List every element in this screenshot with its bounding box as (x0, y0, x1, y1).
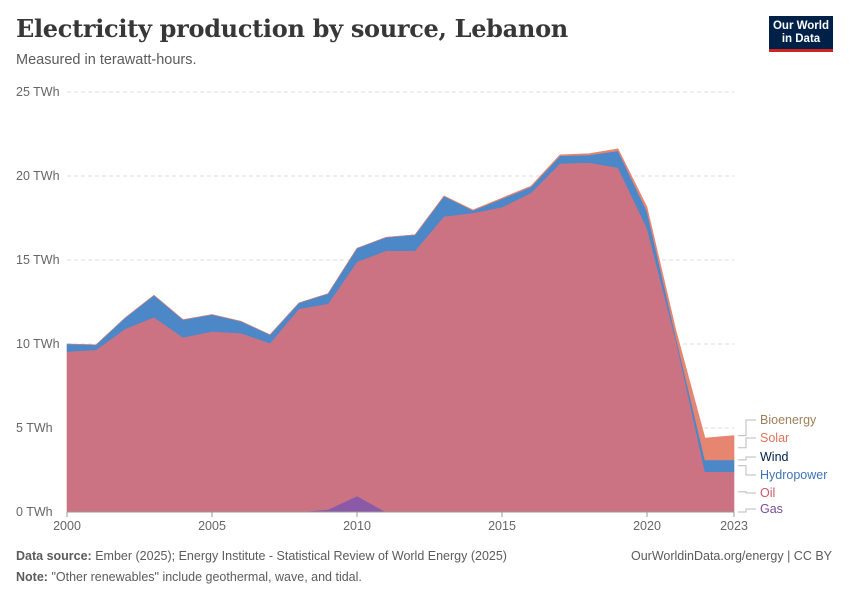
legend-connector (738, 437, 756, 449)
legend: Bioenergy Solar Wind Hydropower Oil Gas (738, 413, 827, 516)
x-tick-label: 2005 (198, 519, 226, 533)
legend-label-bioenergy[interactable]: Bioenergy (760, 413, 817, 427)
area-oil[interactable] (66, 162, 735, 513)
y-tick-label: 10 TWh (16, 337, 60, 351)
source-line: Data source: Ember (2025); Energy Instit… (16, 549, 507, 563)
legend-connector (738, 419, 756, 437)
credit-link[interactable]: OurWorldinData.org/energy | CC BY (630, 549, 832, 563)
logo-line-2: in Data (781, 33, 821, 45)
axes: 0 TWh 5 TWh 10 TWh 15 TWh 20 TWh 25 TWh 2000 20… (16, 85, 748, 533)
note-line: Note: "Other renewables" include geother… (16, 570, 362, 584)
chart-title: Electricity production by source, Lebano… (16, 14, 568, 43)
x-tick-label: 2000 (53, 519, 81, 533)
x-tick-label: 2015 (488, 519, 516, 533)
y-tick-label: 5 TWh (16, 421, 53, 435)
x-tick-label: 2010 (343, 519, 371, 533)
legend-label-wind[interactable]: Wind (760, 450, 789, 464)
source-label: Data source: (16, 549, 92, 563)
y-tick-label: 20 TWh (16, 169, 60, 183)
x-tick-label: 2020 (633, 519, 661, 533)
legend-connector (738, 508, 756, 513)
legend-label-oil[interactable]: Oil (760, 486, 775, 500)
legend-connector (738, 491, 756, 494)
owid-logo[interactable]: Our World in Data (769, 16, 833, 52)
chart-subtitle: Measured in terawatt-hours. (16, 52, 197, 68)
y-tick-label: 15 TWh (16, 253, 60, 267)
y-tick-label: 0 TWh (16, 505, 53, 519)
legend-connector (738, 456, 756, 461)
note-text: "Other renewables" include geothermal, w… (51, 570, 362, 584)
area-series (66, 148, 735, 513)
legend-label-solar[interactable]: Solar (760, 431, 789, 445)
area-solar[interactable] (66, 148, 735, 461)
legend-connector (738, 465, 756, 476)
x-tick-label: 2023 (720, 519, 748, 533)
y-tick-label: 25 TWh (16, 85, 60, 99)
legend-label-hydropower[interactable]: Hydropower (760, 468, 827, 482)
note-label: Note: (16, 570, 48, 584)
logo-line-1: Our World (772, 20, 829, 32)
source-text: Ember (2025); Energy Institute - Statist… (95, 549, 507, 563)
legend-label-gas[interactable]: Gas (760, 502, 783, 516)
